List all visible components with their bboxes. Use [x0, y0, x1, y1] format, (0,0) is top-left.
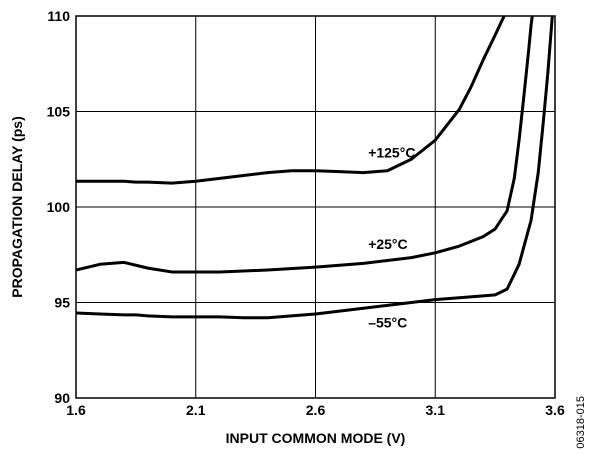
- series-label-2: –55°C: [368, 314, 407, 330]
- y-tick-label: 90: [54, 390, 70, 406]
- grid-layer: [76, 16, 555, 398]
- y-tick-label: 105: [47, 104, 71, 120]
- series-label-1: +25°C: [368, 236, 407, 252]
- series-line-1: [76, 16, 534, 274]
- y-tick-label: 110: [47, 8, 70, 24]
- label-layer: +125°C +25°C –55°C: [368, 144, 415, 330]
- series-line-2: [76, 16, 554, 320]
- series-layer: [76, 16, 554, 320]
- y-tick-label: 100: [47, 199, 71, 215]
- x-tick-label: 2.6: [306, 402, 326, 418]
- x-tick-label: 3.6: [545, 402, 565, 418]
- series-label-0: +125°C: [368, 144, 415, 160]
- x-tick-label: 3.1: [426, 402, 446, 418]
- y-axis-title: PROPAGATION DELAY (ps): [9, 116, 25, 298]
- plot-frame: [75, 15, 556, 399]
- figure-id-label: 06318-015: [575, 396, 587, 449]
- y-tick-label: 95: [54, 295, 70, 311]
- x-tick-label: 2.1: [186, 402, 206, 418]
- x-tick-label: 1.6: [66, 402, 86, 418]
- series-line-0: [76, 16, 506, 185]
- tick-layer: 1.6 2.1 2.6 3.1 3.6 90 95 100 105 110: [47, 8, 565, 418]
- x-axis-title: INPUT COMMON MODE (V): [226, 430, 406, 446]
